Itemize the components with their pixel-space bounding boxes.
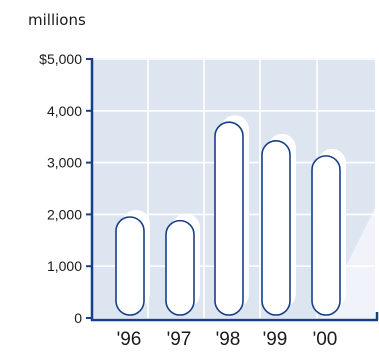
x-tick-label: '96 [117,329,142,350]
y-tick-label: $5,000 [39,51,82,67]
bar [311,155,341,316]
x-tick-label: '97 [167,329,192,350]
x-tick-label: '98 [216,329,241,350]
y-tick-label: 0 [74,310,82,326]
labels: 0 1,000 2,000 3,000 4,000 $5,000 '96 '97 '98 '99 '… [39,51,337,350]
x-tick-label: '99 [263,329,288,350]
x-tick-label: '00 [313,329,338,350]
y-tick-label: 1,000 [47,258,82,274]
unit-label: millions [28,11,86,29]
bar [115,216,145,316]
bars [115,115,346,316]
bar [165,219,195,316]
y-tick-label: 2,000 [47,206,82,222]
y-tick-label: 4,000 [47,103,82,119]
y-tick-label: 3,000 [47,155,82,171]
bar [261,140,291,316]
axes [86,58,379,322]
bar [214,121,244,316]
